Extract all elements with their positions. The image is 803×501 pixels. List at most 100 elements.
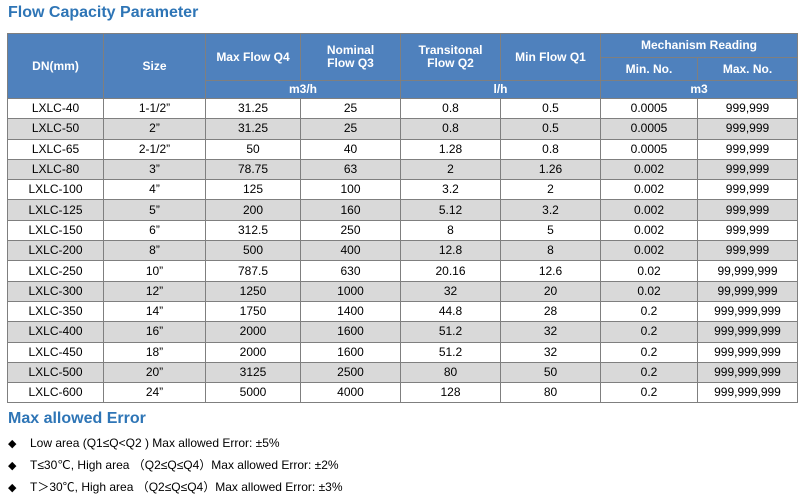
error-item: ◆ T≤30℃, High area （Q2≤Q≤Q4）Max allowed E…: [8, 456, 343, 478]
bullet-icon: ◆: [8, 438, 17, 450]
table-cell: 250: [300, 219, 401, 242]
table-row: LXLC-200 8” 500 400 12.8 8 0.002 999,999: [7, 240, 798, 262]
bullet-icon: ◆: [8, 460, 17, 472]
table-cell: 0.0005: [600, 118, 698, 140]
table-row: LXLC-100 4” 125 100 3.2 2 0.002 999,999: [7, 179, 798, 201]
table-cell: 0.8: [400, 97, 501, 120]
error-item: ◆ Low area (Q1≤Q<Q2 ) Max allowed Error: …: [8, 434, 343, 456]
table-cell: 20”: [103, 361, 206, 384]
table-cell: 99,999,999: [697, 260, 798, 282]
table-body: LXLC-40 1-1/2” 31.25 25 0.8 0.5 0.0005 999,999 L…: [7, 97, 798, 404]
error-text: T＞30℃, High area （Q2≤Q≤Q4）Max allowed Er…: [30, 480, 343, 494]
table-cell: 12.8: [400, 240, 501, 262]
table-cell: 999,999: [697, 199, 798, 221]
title: Flow Capacity Parameter: [8, 4, 199, 21]
table-cell: 50: [500, 361, 601, 384]
table-cell: LXLC-500: [7, 361, 104, 384]
table-cell: 6”: [103, 219, 206, 242]
table-cell: 80: [500, 382, 601, 404]
error-list: ◆ Low area (Q1≤Q<Q2 ) Max allowed Error: …: [8, 434, 343, 500]
table-cell: 5.12: [400, 199, 501, 221]
table-cell: 0.8: [500, 138, 601, 160]
unit-cell: l/h: [400, 80, 601, 99]
table-cell: LXLC-350: [7, 300, 104, 323]
table-cell: 400: [300, 240, 401, 262]
table-cell: 2: [400, 158, 501, 181]
table-cell: 8: [400, 219, 501, 242]
table-cell: 999,999: [697, 158, 798, 181]
bullet-icon: ◆: [8, 482, 17, 494]
table-row: LXLC-350 14” 1750 1400 44.8 28 0.2 999,999,999: [7, 300, 798, 323]
table-cell: 4”: [103, 179, 206, 201]
table-cell: 5”: [103, 199, 206, 221]
unit-cell: m3: [600, 80, 798, 99]
table-cell: 0.002: [600, 199, 698, 221]
table-cell: 12”: [103, 280, 206, 302]
table-cell: 1400: [300, 300, 401, 323]
table-cell: 999,999: [697, 97, 798, 120]
table-cell: 80: [400, 361, 501, 384]
header-cell: Nominal Flow Q3: [300, 33, 401, 81]
table-cell: 0.002: [600, 179, 698, 201]
header-cell: Max. No.: [697, 57, 798, 81]
table-row: LXLC-80 3” 78.75 63 2 1.26 0.002 999,999: [7, 158, 798, 181]
table-cell: LXLC-600: [7, 382, 104, 404]
table-cell: 2000: [205, 321, 301, 343]
table-cell: 28: [500, 300, 601, 323]
table-cell: 0.02: [600, 280, 698, 302]
table-cell: 999,999: [697, 179, 798, 201]
table-cell: 3125: [205, 361, 301, 384]
header-cell: DN(mm): [7, 33, 104, 99]
table-cell: 2500: [300, 361, 401, 384]
table-cell: 0.2: [600, 341, 698, 363]
table-cell: 999,999,999: [697, 300, 798, 323]
table-cell: 999,999,999: [697, 382, 798, 404]
table-cell: 31.25: [205, 97, 301, 120]
header-cell: Min. No.: [600, 57, 698, 81]
table-cell: 18”: [103, 341, 206, 363]
table-cell: 3”: [103, 158, 206, 181]
table-cell: 0.5: [500, 118, 601, 140]
flow-table: DN(mm) Size Max Flow Q4 Nominal Flow Q3 …: [7, 33, 798, 404]
table-row: LXLC-125 5” 200 160 5.12 3.2 0.002 999,999: [7, 199, 798, 221]
table-cell: 1000: [300, 280, 401, 302]
table-cell: 630: [300, 260, 401, 282]
table-cell: 1-1/2”: [103, 97, 206, 120]
table-cell: 999,999,999: [697, 321, 798, 343]
table-cell: 51.2: [400, 321, 501, 343]
table-cell: 4000: [300, 382, 401, 404]
table-cell: 128: [400, 382, 501, 404]
table-cell: LXLC-65: [7, 138, 104, 160]
table-cell: 5000: [205, 382, 301, 404]
table-cell: 32: [500, 321, 601, 343]
table-cell: 0.0005: [600, 138, 698, 160]
table-cell: 0.2: [600, 300, 698, 323]
table-cell: 2-1/2”: [103, 138, 206, 160]
table-cell: 2”: [103, 118, 206, 140]
table-cell: 10”: [103, 260, 206, 282]
table-cell: LXLC-150: [7, 219, 104, 242]
table-cell: 20: [500, 280, 601, 302]
unit-cell: m3/h: [205, 80, 401, 99]
table-cell: 25: [300, 97, 401, 120]
table-cell: 787.5: [205, 260, 301, 282]
header-cell: Max Flow Q4: [205, 33, 301, 81]
table-cell: 1250: [205, 280, 301, 302]
table-cell: 0.002: [600, 158, 698, 181]
table-cell: 32: [400, 280, 501, 302]
table-cell: 0.0005: [600, 97, 698, 120]
table-cell: 1750: [205, 300, 301, 323]
table-cell: 3.2: [500, 199, 601, 221]
table-cell: 20.16: [400, 260, 501, 282]
section-title: Max allowed Error: [8, 410, 146, 427]
table-cell: 125: [205, 179, 301, 201]
header-cell: Size: [103, 33, 206, 99]
table-cell: 2: [500, 179, 601, 201]
table-cell: 1600: [300, 321, 401, 343]
table-cell: LXLC-200: [7, 240, 104, 262]
table-cell: 999,999: [697, 240, 798, 262]
table-cell: 0.02: [600, 260, 698, 282]
table-cell: LXLC-450: [7, 341, 104, 363]
table-cell: 2000: [205, 341, 301, 363]
